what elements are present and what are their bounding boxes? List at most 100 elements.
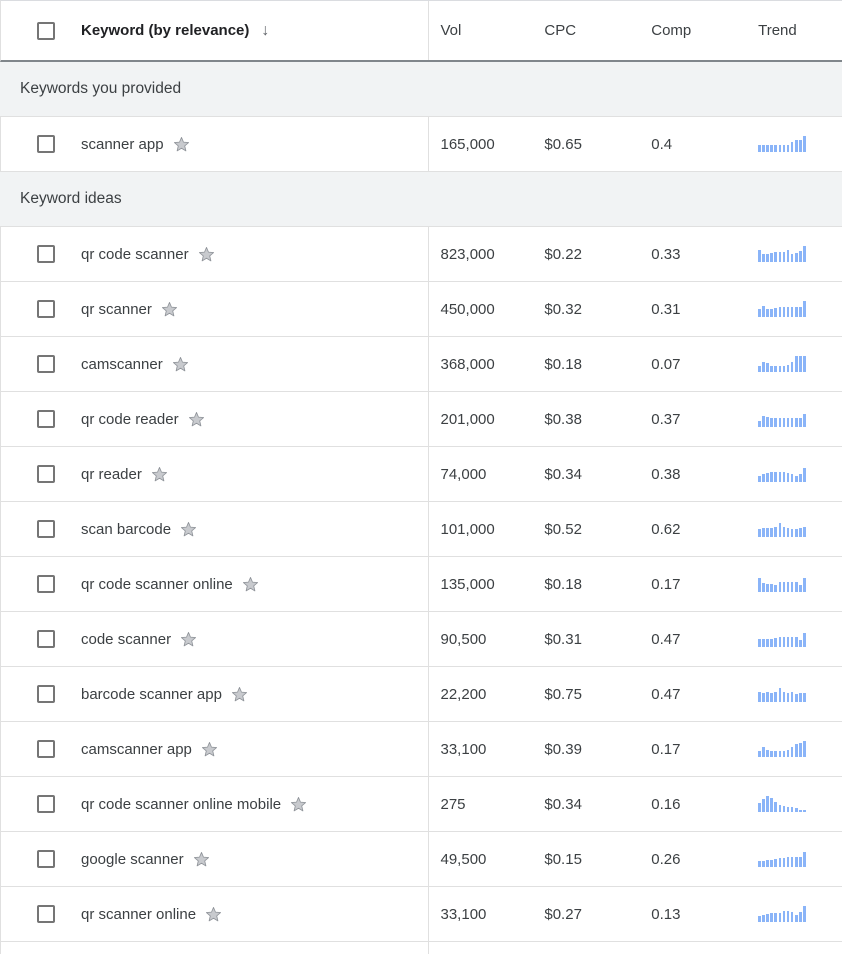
favorite-star-icon[interactable] [161,301,178,318]
vol-value: 33,100 [440,740,487,758]
favorite-star-icon[interactable] [188,411,205,428]
trend-bar [762,415,765,427]
row-checkbox[interactable] [37,685,55,703]
trend-bar [799,306,802,317]
column-header-keyword[interactable]: Keyword (by relevance) [81,22,250,39]
trend-bar [803,906,806,922]
keyword-row: code scanner 90,500 $0.31 0.47 [0,612,842,667]
row-checkbox[interactable] [37,355,55,373]
trend-bar [758,366,761,372]
comp-value: 0.31 [651,300,681,318]
favorite-star-icon[interactable] [198,246,215,263]
favorite-star-icon[interactable] [290,796,307,813]
favorite-star-icon[interactable] [231,686,248,703]
row-checkbox[interactable] [37,575,55,593]
trend-bar [774,859,778,867]
keyword-text: scanner app [81,135,164,153]
trend-bar [758,144,761,152]
column-header-vol[interactable]: Vol [440,22,462,39]
trend-bar [758,691,761,702]
favorite-star-icon[interactable] [242,576,259,593]
trend-bar [790,418,794,427]
row-checkbox[interactable] [37,465,55,483]
trend-bar [766,309,769,317]
comp-value: 0.4 [651,135,673,153]
trend-bar [786,910,790,922]
favorite-star-icon[interactable] [193,851,210,868]
column-header-comp[interactable]: Comp [651,22,692,39]
trend-bar [770,365,773,372]
row-checkbox[interactable] [37,410,55,428]
trend-bar [794,529,798,537]
row-checkbox[interactable] [37,520,55,538]
trend-bar [782,365,786,372]
trend-bar [803,810,806,812]
trend-bar [799,639,802,647]
trend-bar [774,638,778,647]
column-header-cpc[interactable]: CPC [544,22,577,39]
cpc-value: $0.52 [544,520,582,538]
favorite-star-icon[interactable] [201,741,218,758]
trend-bar [790,807,794,812]
comp-value: 0.13 [651,905,681,923]
trend-bar [774,308,778,317]
trend-bar [774,418,778,427]
trend-bar [790,141,794,152]
trend-bar [778,687,782,702]
row-checkbox[interactable] [37,630,55,648]
row-checkbox[interactable] [37,905,55,923]
keyword-row: scan barcode 101,000 $0.52 0.62 [0,502,842,557]
trend-bar [794,637,798,647]
trend-bar [766,639,769,647]
cpc-value: $0.18 [544,355,582,373]
keyword-text: code scanner [81,630,172,648]
column-header-trend[interactable]: Trend [758,22,797,39]
cpc-value: $0.65 [544,135,582,153]
trend-bar [803,527,806,537]
row-checkbox[interactable] [37,300,55,318]
vol-value: 33,100 [440,905,487,923]
trend-bar [778,365,782,372]
favorite-star-icon[interactable] [173,136,190,153]
keyword-text: qr code reader [81,410,179,428]
trend-bar [758,578,761,592]
vol-value: 101,000 [440,520,495,538]
trend-bar [758,309,761,317]
row-checkbox[interactable] [37,135,55,153]
keyword-row: qr scanner online 33,100 $0.27 0.13 [0,887,842,942]
vol-value: 49,500 [440,850,487,868]
keyword-text: scan barcode [81,520,172,538]
keyword-text: google scanner [81,850,184,868]
trend-bar [778,913,782,922]
favorite-star-icon[interactable] [151,466,168,483]
trend-bar [762,693,765,702]
keyword-text: qr scanner online [81,905,197,923]
sort-descending-icon[interactable]: ↓ [261,21,270,39]
vol-value: 74,000 [440,465,487,483]
favorite-star-icon[interactable] [172,356,189,373]
vol-value: 823,000 [440,245,495,263]
favorite-star-icon[interactable] [180,631,197,648]
row-checkbox[interactable] [37,795,55,813]
trend-bar [762,305,765,317]
trend-bar [762,639,765,647]
select-all-checkbox[interactable] [37,21,55,40]
trend-bar [766,859,769,867]
trend-bar [786,581,790,592]
row-checkbox[interactable] [37,740,55,758]
favorite-star-icon[interactable] [205,906,222,923]
keyword-text: qr code scanner [81,245,189,263]
favorite-star-icon[interactable] [180,521,197,538]
row-checkbox[interactable] [37,850,55,868]
trend-bar [799,857,802,867]
trend-bar [758,915,761,922]
row-checkbox[interactable] [37,245,55,263]
trend-bar [803,693,806,702]
section-header-row: Keywords you provided [0,62,842,117]
section-header-row: Keyword ideas [0,172,842,227]
trend-bar [782,750,786,757]
trend-bar [786,528,790,537]
trend-bar [790,254,794,262]
trend-bar [778,144,782,152]
trend-bar [770,253,773,262]
